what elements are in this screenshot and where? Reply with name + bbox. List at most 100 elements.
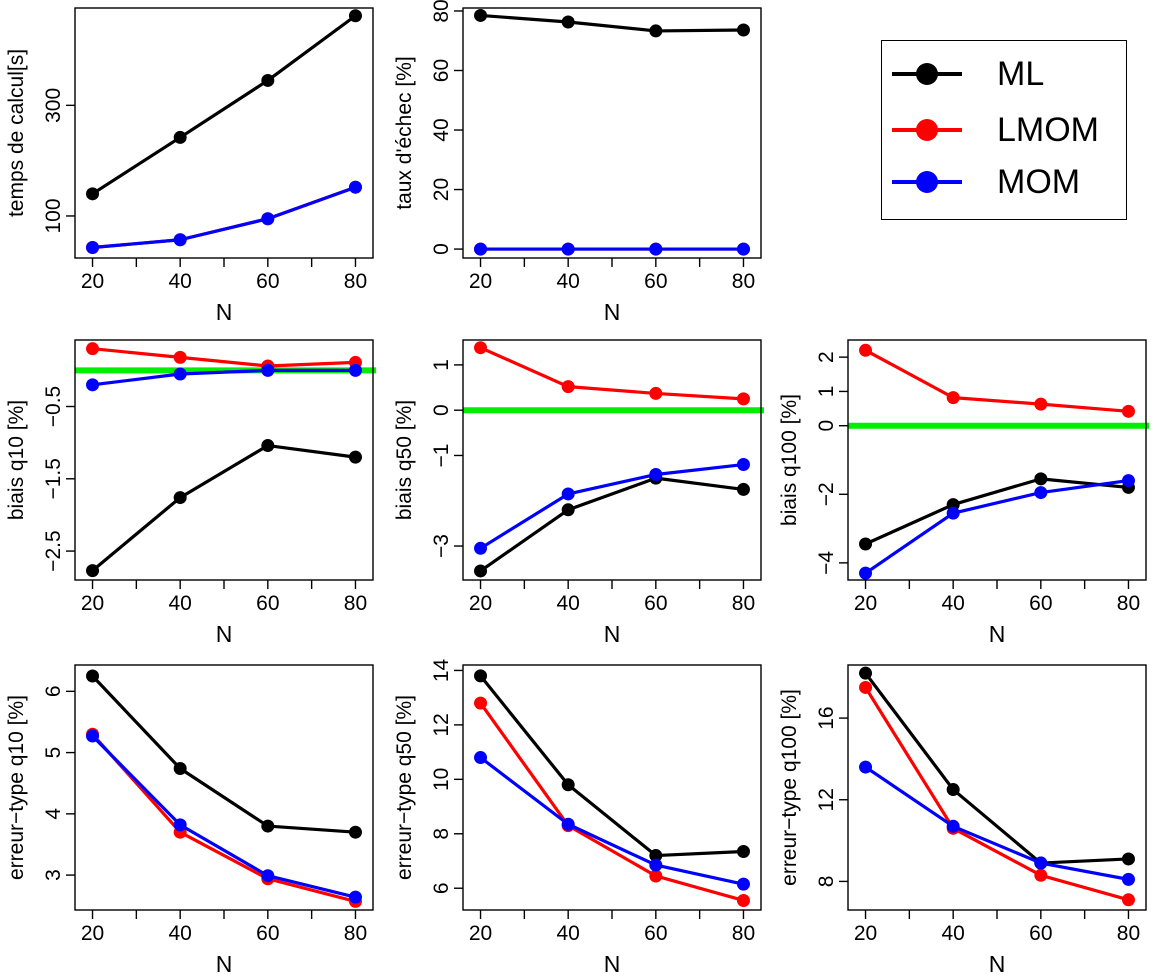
point-ml-n60 [261,73,275,87]
y-tick-label: 20 [430,178,453,201]
point-mom-n60 [1034,856,1048,870]
series-line-mom [91,734,356,899]
x-tick-label: 40 [168,922,191,945]
x-axis-label: N [216,621,233,647]
point-mom-n40 [173,233,187,247]
legend-marker-lmom [916,119,938,141]
y-axis-label: taux d'échec [%] [393,56,416,209]
x-tick-label: 80 [1117,922,1140,945]
point-lmom-n80 [1121,404,1135,418]
y-tick-label: 60 [430,59,453,82]
point-mom-n80 [348,890,362,904]
point-lmom-n60 [649,386,663,400]
point-lmom-n40 [946,391,960,405]
series-line-lmom [479,702,744,903]
point-mom-n60 [261,869,275,883]
point-mom-n40 [173,818,187,832]
y-tick-label: 100 [42,198,65,233]
point-ml-n20 [86,564,100,578]
point-mom-n20 [86,240,100,254]
point-mom-n40 [946,506,960,520]
legend-label-mom: MOM [997,163,1081,201]
y-axis-label: erreur−type q10 [%] [5,695,28,880]
point-mom-n20 [474,751,488,765]
series-group [859,666,1135,907]
point-lmom-n20 [859,343,873,357]
x-tick-label: 40 [556,922,579,945]
series-line-mom [92,185,357,250]
point-lmom-n80 [736,893,750,907]
point-mom-n80 [736,458,750,472]
y-tick-label: 6 [430,882,453,894]
point-lmom-n80 [1121,893,1135,907]
series-line-mom [479,756,744,886]
point-lmom-n60 [649,869,663,883]
point-mom-n60 [649,858,663,872]
point-mom-n40 [561,487,575,501]
y-tick-label: 12 [430,713,453,736]
legend-label-lmom: LMOM [997,111,1099,149]
series-line-lmom [92,185,357,250]
point-ml-n40 [561,778,575,792]
series-line-lmom [479,346,744,401]
y-axis-label: temps de calcul[s] [5,49,28,217]
point-ml-n60 [1034,472,1048,486]
point-lmom-n80 [736,392,750,406]
point-mom-n60 [649,242,663,256]
series-group [474,669,750,907]
point-mom-n80 [348,180,362,194]
series-line-lmom [864,686,1129,902]
y-tick-label: 3 [42,869,65,881]
point-mom-n60 [261,212,275,226]
panel-frame [462,339,762,581]
point-mom-n80 [348,363,362,377]
panel-frame [847,339,1147,581]
y-tick-label: 80 [430,0,453,23]
point-mom-n40 [173,367,187,381]
point-lmom-n40 [561,380,575,394]
y-tick-label: 40 [430,118,453,141]
series-line-ml [91,14,357,196]
point-ml-n40 [173,130,187,144]
series-group [86,669,362,908]
x-axis-label: N [989,621,1006,647]
point-mom-n60 [261,363,275,377]
x-tick-label: 20 [854,922,877,945]
x-tick-label: 80 [732,270,755,293]
y-tick-label: −1.5 [42,458,65,499]
point-ml-n40 [946,783,960,797]
x-axis-label: N [989,951,1006,977]
x-axis-label: N [604,299,621,325]
series-group [859,343,1135,580]
series-line-ml [91,674,356,834]
point-ml-n20 [474,8,488,22]
y-tick-label: 1 [815,386,838,398]
point-lmom-n40 [173,350,187,364]
y-tick-label: −4 [815,551,838,575]
x-tick-label: 60 [644,270,667,293]
y-tick-label: 12 [815,788,838,811]
y-axis-label: biais q10 [%] [5,400,28,520]
point-ml-n60 [261,439,275,453]
x-tick-label: 60 [256,922,279,945]
x-tick-label: 80 [732,592,755,615]
y-tick-label: −3 [430,534,453,558]
series-line-ml [864,672,1129,865]
series-line-ml [91,443,356,572]
x-tick-label: 40 [556,592,579,615]
point-ml-n60 [261,819,275,833]
series-line-lmom [92,347,356,368]
y-tick-label: 8 [815,876,838,888]
legend: ML LMOM MOM [881,40,1127,220]
point-ml-n80 [736,23,750,37]
point-mom-n80 [1121,474,1135,488]
x-tick-label: 20 [81,592,104,615]
y-axis-label: erreur−type q100 [%] [778,689,801,886]
x-tick-label: 80 [1117,592,1140,615]
point-ml-n20 [859,537,873,551]
